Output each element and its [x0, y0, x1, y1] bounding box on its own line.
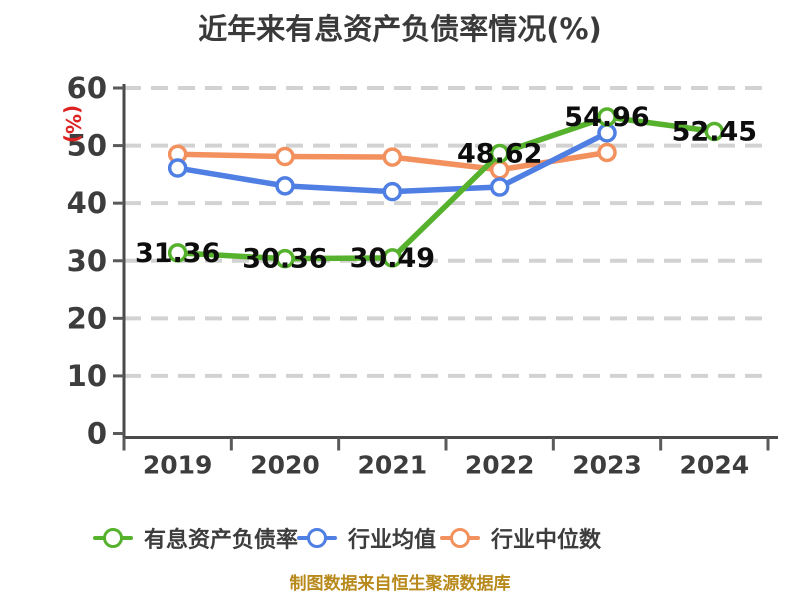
- data-labels: 31.36 30.36 30.49 48.62 54.96 52.45: [135, 102, 757, 275]
- data-label: 31.36: [135, 238, 220, 269]
- legend-item-1: 行业均值: [297, 522, 436, 554]
- legend-marker-icon: [440, 528, 480, 548]
- data-point: [489, 177, 510, 197]
- y-tick-label: 50: [67, 129, 107, 163]
- y-axis-ticks: 0 10 20 30 40 50 60: [67, 71, 124, 451]
- x-tick-label: 2019: [143, 451, 213, 480]
- x-tick-label: 2021: [358, 451, 428, 480]
- data-point: [275, 146, 295, 167]
- data-point: [597, 107, 617, 127]
- data-point: [167, 243, 188, 263]
- y-tick-label: 60: [67, 71, 107, 105]
- data-label: 54.96: [564, 102, 649, 133]
- data-label: 52.45: [672, 116, 757, 147]
- data-point: [275, 248, 295, 269]
- y-tick-label: 20: [67, 301, 107, 335]
- legend-label: 行业中位数: [491, 528, 602, 553]
- data-point: [704, 121, 725, 142]
- y-tick-label: 40: [67, 186, 107, 220]
- legend-dot-icon: [450, 528, 470, 548]
- chart-title: 近年来有息资产负债率情况(%): [198, 12, 602, 46]
- data-point: [382, 147, 403, 167]
- x-tick-label: 2020: [250, 451, 320, 480]
- x-tick-label: 2023: [572, 451, 642, 480]
- legend-item-0: 有息资产负债率: [93, 522, 298, 554]
- legend-dot-icon: [103, 528, 123, 548]
- legend: 有息资产负债率 行业均值 行业中位数: [0, 522, 800, 554]
- data-label: 30.49: [350, 243, 435, 274]
- data-label: 48.62: [457, 139, 542, 170]
- data-point: [597, 142, 617, 163]
- data-point: [275, 176, 295, 196]
- legend-label: 有息资产负债率: [144, 528, 299, 553]
- data-point: [489, 143, 510, 164]
- x-tick-label: 2024: [680, 451, 750, 480]
- x-axis-ticks: 2019 2020 2021 2022 2023 2024: [122, 437, 770, 480]
- data-point: [382, 181, 403, 202]
- series-0: [167, 107, 725, 269]
- data-point: [167, 158, 188, 178]
- legend-dot-icon: [307, 528, 327, 548]
- legend-marker-icon: [93, 528, 133, 548]
- y-tick-label: 10: [67, 359, 107, 393]
- legend-marker-icon: [297, 528, 337, 548]
- legend-item-2: 行业中位数: [440, 522, 601, 554]
- legend-label: 行业均值: [348, 528, 437, 553]
- series-2: [167, 142, 617, 180]
- y-tick-label: 0: [87, 417, 107, 451]
- y-axis-unit-label: (%): [61, 105, 85, 143]
- data-source-note: 制图数据来自恒生聚源数据库: [289, 574, 511, 594]
- data-point: [382, 248, 403, 268]
- y-tick-label: 30: [67, 244, 107, 278]
- data-label: 30.36: [242, 244, 327, 275]
- x-tick-label: 2022: [465, 451, 535, 480]
